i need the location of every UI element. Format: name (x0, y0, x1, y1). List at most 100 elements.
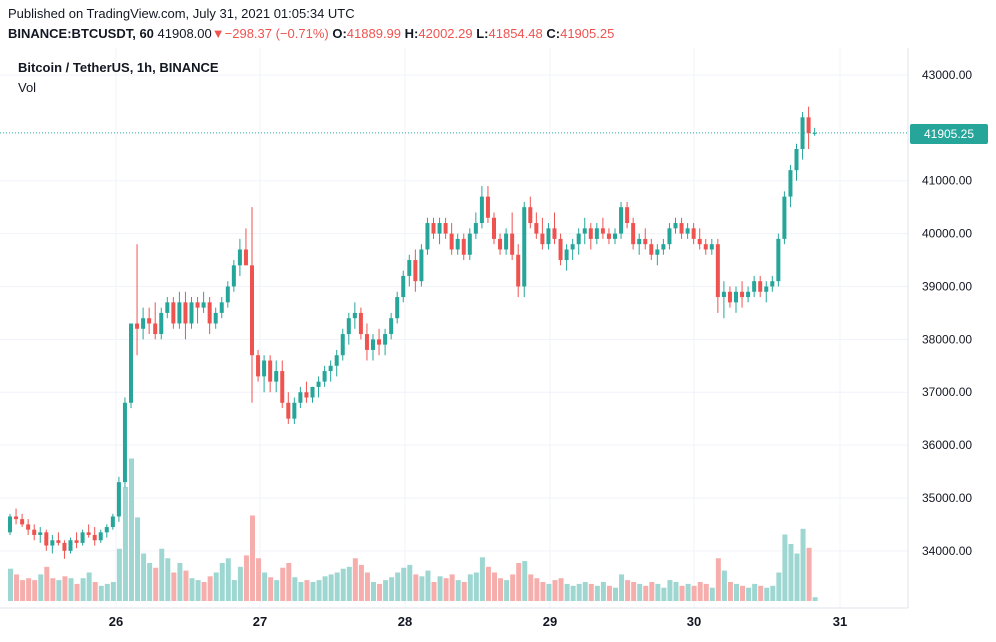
volume-bar (752, 583, 758, 601)
volume-bars (8, 458, 818, 601)
candle-body (806, 117, 811, 134)
candle-body (546, 228, 551, 245)
volume-bar (256, 558, 262, 601)
candle-body (110, 516, 115, 528)
volume-bar (68, 578, 74, 601)
volume-bar (147, 563, 153, 601)
volume-bar (92, 582, 98, 601)
candle-body (116, 482, 121, 517)
candle-body (619, 207, 624, 234)
volume-bar (449, 574, 455, 601)
volume-bar (564, 583, 570, 601)
price-tick-label: 39000.00 (922, 279, 972, 293)
candle-body (201, 302, 206, 308)
volume-bar (98, 585, 104, 601)
candle-body (685, 228, 690, 234)
volume-bar (734, 583, 739, 601)
candle-body (800, 117, 805, 150)
candle-body (552, 228, 557, 239)
candle-body (74, 540, 79, 543)
candle-body (389, 318, 394, 335)
last-price: 41908.00 (157, 26, 212, 41)
candle-body (141, 318, 146, 329)
candle-body (419, 249, 424, 282)
candle-body (395, 297, 400, 319)
volume-bar (794, 553, 800, 601)
candle-body (631, 223, 636, 245)
volume-bar (165, 558, 171, 601)
candle-body (558, 238, 563, 261)
volume-bar (685, 583, 691, 601)
candle-body (243, 249, 248, 266)
candle-body (467, 233, 472, 255)
volume-bar (613, 587, 618, 601)
volume-bar (250, 515, 255, 601)
candle-body (606, 233, 611, 239)
volume-bar (655, 583, 661, 601)
candle-body (213, 312, 218, 324)
time-tick-label: 30 (687, 614, 701, 629)
candle-body (782, 196, 787, 239)
candle-body (310, 386, 315, 398)
candle-body (637, 238, 642, 245)
candle-body (431, 223, 436, 234)
volume-bar (758, 585, 764, 601)
volume-bar (116, 548, 122, 601)
candle-body (86, 532, 91, 535)
candle-body (62, 542, 67, 551)
volume-bar (141, 553, 147, 601)
price-chart[interactable]: 43000.00 41000.00 40000.00 39000.00 38000.00… (0, 48, 996, 642)
candle-body (364, 334, 369, 350)
candle-body (661, 244, 666, 250)
volume-legend: Vol (18, 80, 37, 95)
candle-body (413, 260, 418, 282)
candlesticks (8, 106, 817, 559)
volume-bar (219, 563, 225, 601)
volume-bar (389, 577, 395, 601)
candle-body (734, 291, 738, 303)
volume-bar (50, 578, 56, 601)
volume-bar (159, 548, 165, 601)
candle-body (153, 323, 158, 335)
candle-body (528, 207, 533, 224)
candle-body (473, 223, 478, 234)
volume-bar (292, 577, 298, 601)
volume-bar (62, 576, 68, 601)
volume-bar (510, 574, 516, 601)
volume-bar (667, 580, 673, 601)
candle-body (304, 392, 309, 398)
volume-bar (213, 572, 219, 601)
high-label: H: (404, 26, 419, 41)
volume-bar (697, 582, 703, 601)
volume-bar (401, 567, 407, 601)
candle-body (237, 249, 242, 266)
volume-bar (540, 582, 546, 601)
price-tick-label: 35000.00 (922, 491, 972, 505)
candle-body (401, 275, 406, 298)
candle-body (352, 312, 357, 319)
candle-body (56, 540, 61, 543)
volume-bar (594, 585, 600, 601)
time-tick-label: 28 (398, 614, 412, 629)
volume-bar (643, 585, 649, 601)
volume-bar (558, 578, 564, 601)
candle-body (655, 249, 660, 255)
candle-body (159, 312, 164, 335)
volume-bar (177, 563, 183, 601)
volume-bar (304, 580, 310, 601)
volume-bar (407, 564, 413, 601)
published-note: Published on TradingView.com, July 31, 2… (8, 6, 355, 21)
volume-bar (776, 572, 782, 601)
volume-bar (570, 585, 576, 601)
candle-body (225, 286, 230, 303)
volume-bar (661, 587, 667, 601)
symbol-label: BINANCE:BTCUSDT, 60 (8, 26, 154, 41)
candle-body (407, 260, 412, 276)
volume-bar (782, 534, 788, 601)
volume-bar (461, 582, 467, 601)
volume-bar (582, 582, 588, 601)
candle-body (703, 244, 708, 250)
candle-body (600, 228, 605, 234)
candle-body (80, 532, 85, 543)
volume-bar (576, 583, 582, 601)
